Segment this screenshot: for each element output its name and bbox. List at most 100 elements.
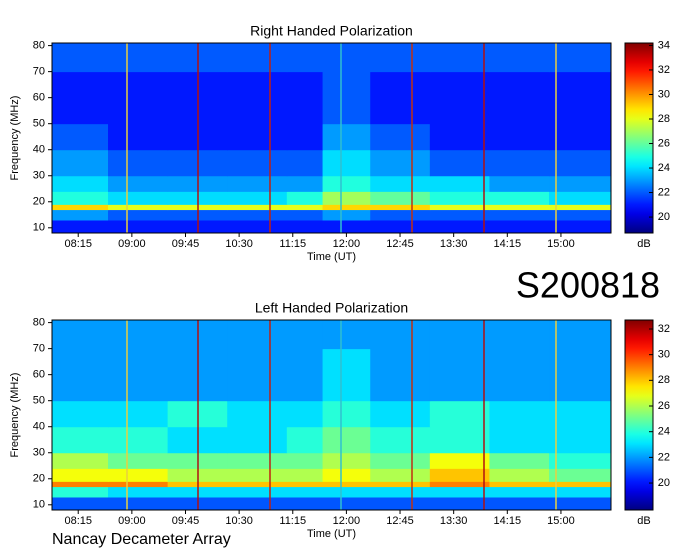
heatmap-cell	[108, 175, 169, 192]
heatmap-cell	[549, 426, 612, 454]
y-tick-label: 70	[33, 66, 45, 78]
heatmap-cell	[370, 175, 431, 192]
heatmap-cell	[370, 43, 431, 73]
heatmap-cell	[549, 204, 612, 211]
y-tick-label: 50	[33, 118, 45, 130]
heatmap-cell	[286, 175, 324, 192]
heatmap-cell	[549, 348, 612, 402]
heatmap-cell	[429, 43, 490, 73]
x-tick-label: 08:15	[64, 238, 92, 250]
heatmap-cell	[370, 481, 431, 488]
heatmap-cell	[429, 123, 490, 151]
heatmap-cell	[286, 481, 324, 488]
x-tick-label: 15:00	[547, 515, 575, 527]
heatmap-cell	[52, 123, 109, 151]
heatmap-cell	[227, 496, 288, 511]
heatmap-cell	[227, 426, 288, 454]
heatmap-cell	[429, 149, 490, 177]
heatmap-cell	[322, 320, 371, 350]
heatmap-cell	[370, 219, 431, 234]
heatmap-cell	[489, 452, 550, 469]
colorbar-tick-label: 32	[658, 64, 670, 76]
heatmap-cell	[429, 191, 490, 205]
heatmap-cell	[489, 175, 550, 192]
heatmap-cell	[227, 468, 288, 482]
heatmap-cell	[108, 123, 169, 151]
heatmap-cell	[52, 71, 109, 125]
heatmap-cell	[52, 400, 109, 428]
heatmap-cell	[52, 468, 109, 482]
heatmap-cell	[108, 71, 169, 125]
heatmap-cell	[286, 219, 324, 234]
heatmap-cell	[108, 348, 169, 402]
heatmap-cell	[549, 71, 612, 125]
x-axis-label: Time (UT)	[307, 528, 356, 540]
heatmap-cell	[108, 43, 169, 73]
y-tick-label: 60	[33, 92, 45, 104]
heatmap-cell	[227, 400, 288, 428]
heatmap-cell	[370, 71, 431, 125]
y-tick-label: 50	[33, 395, 45, 407]
colorbar-tick-label: 20	[658, 211, 670, 223]
heatmap-cell	[108, 452, 169, 469]
heatmap-cell	[52, 219, 109, 234]
heatmap-cell	[489, 400, 550, 428]
x-tick-label: 12:00	[333, 238, 361, 250]
heatmap-cell	[227, 486, 288, 498]
heatmap-cell	[108, 468, 169, 482]
heatmap-cell	[286, 149, 324, 177]
heatmap-cell	[489, 468, 550, 482]
heatmap-cell	[227, 149, 288, 177]
heatmap-cell	[429, 204, 490, 211]
heatmap-cell	[108, 149, 169, 177]
y-tick-label: 70	[33, 343, 45, 355]
y-tick-label: 60	[33, 369, 45, 381]
heatmap-cell	[52, 209, 109, 221]
heatmap-cell	[322, 452, 371, 469]
heatmap-cell	[429, 219, 490, 234]
heatmap-cell	[370, 400, 431, 428]
heatmap-cell	[549, 123, 612, 151]
heatmap-cell	[52, 175, 109, 192]
x-tick-label: 11:15	[279, 238, 306, 250]
colorbar-label: dB	[637, 238, 650, 250]
heatmap-cell	[227, 71, 288, 125]
y-axis-label: Frequency (MHz)	[9, 96, 21, 181]
heatmap-cell	[52, 481, 109, 488]
heatmap-cell	[286, 204, 324, 211]
x-tick-label: 09:45	[172, 238, 200, 250]
heatmap-cell	[227, 204, 288, 211]
x-tick-label: 12:00	[333, 515, 361, 527]
heatmap-cell	[370, 320, 431, 350]
heatmap-cell	[227, 209, 288, 221]
heatmap-cell	[322, 426, 371, 454]
x-tick-label: 13:30	[440, 238, 468, 250]
heatmap-cell	[549, 43, 612, 73]
heatmap-cell	[429, 426, 490, 454]
heatmap-cell	[489, 496, 550, 511]
chart-title: Left Handed Polarization	[255, 300, 408, 316]
heatmap-cell	[370, 204, 431, 211]
heatmap-cell	[227, 320, 288, 350]
heatmap-cell	[52, 486, 109, 498]
heatmap-cell	[322, 496, 371, 511]
heatmap-cell	[286, 426, 324, 454]
heatmap-cell	[549, 496, 612, 511]
heatmap-cell	[322, 209, 371, 221]
heatmap-cell	[52, 426, 109, 454]
x-tick-label: 11:15	[279, 515, 306, 527]
heatmap-cell	[489, 348, 550, 402]
heatmap-cell	[370, 468, 431, 482]
x-tick-label: 12:45	[386, 515, 414, 527]
plot-frame	[51, 319, 612, 511]
colorbar-tick-label: 32	[658, 323, 670, 335]
x-tick-label: 08:15	[64, 515, 92, 527]
heatmap-cell	[52, 452, 109, 469]
heatmap-cell	[489, 43, 550, 73]
heatmap-cell	[429, 468, 490, 482]
heatmap-cell	[489, 191, 550, 205]
heatmap-cell	[370, 348, 431, 402]
heatmap-cell	[286, 320, 324, 350]
heatmap-cell	[549, 468, 612, 482]
heatmap-cell	[227, 219, 288, 234]
